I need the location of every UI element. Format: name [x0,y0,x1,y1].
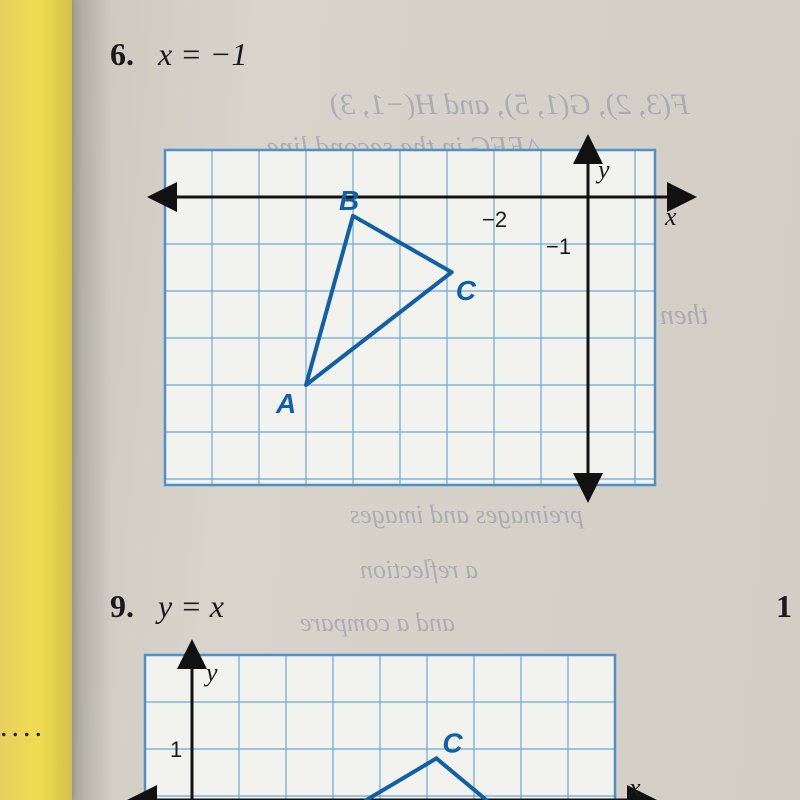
svg-text:B: B [339,185,359,216]
svg-text:C: C [442,727,463,758]
svg-text:x: x [628,773,641,800]
ellipsis: .... [0,710,46,744]
ghost-text: a reflection [360,555,478,585]
ghost-text: and a compare [300,608,455,638]
svg-text:1: 1 [170,737,182,762]
problem-number: 9. [110,588,134,624]
problem-number: 6. [110,36,134,72]
ghost-text: F(3, 2), G(1, 5), and H(−1, 3) [330,88,689,122]
svg-text:x: x [664,202,677,231]
svg-text:−1: −1 [546,234,571,259]
problem-9-label: 9. y = x [110,588,224,625]
svg-text:y: y [595,155,610,184]
ghost-text: preimages and images [350,500,583,530]
right-margin-number: 1 [776,588,792,625]
problem-formula: y = x [158,588,224,624]
problem-6-label: 6. x = −1 [110,36,247,73]
problem-9-graph: yx1C [145,655,615,800]
svg-text:y: y [203,658,218,687]
svg-text:A: A [275,388,296,419]
problem-formula: x = −1 [158,36,247,72]
svg-text:C: C [456,275,477,306]
problem-6-graph: yx−2−1ABC [165,150,655,485]
svg-text:−2: −2 [482,207,507,232]
